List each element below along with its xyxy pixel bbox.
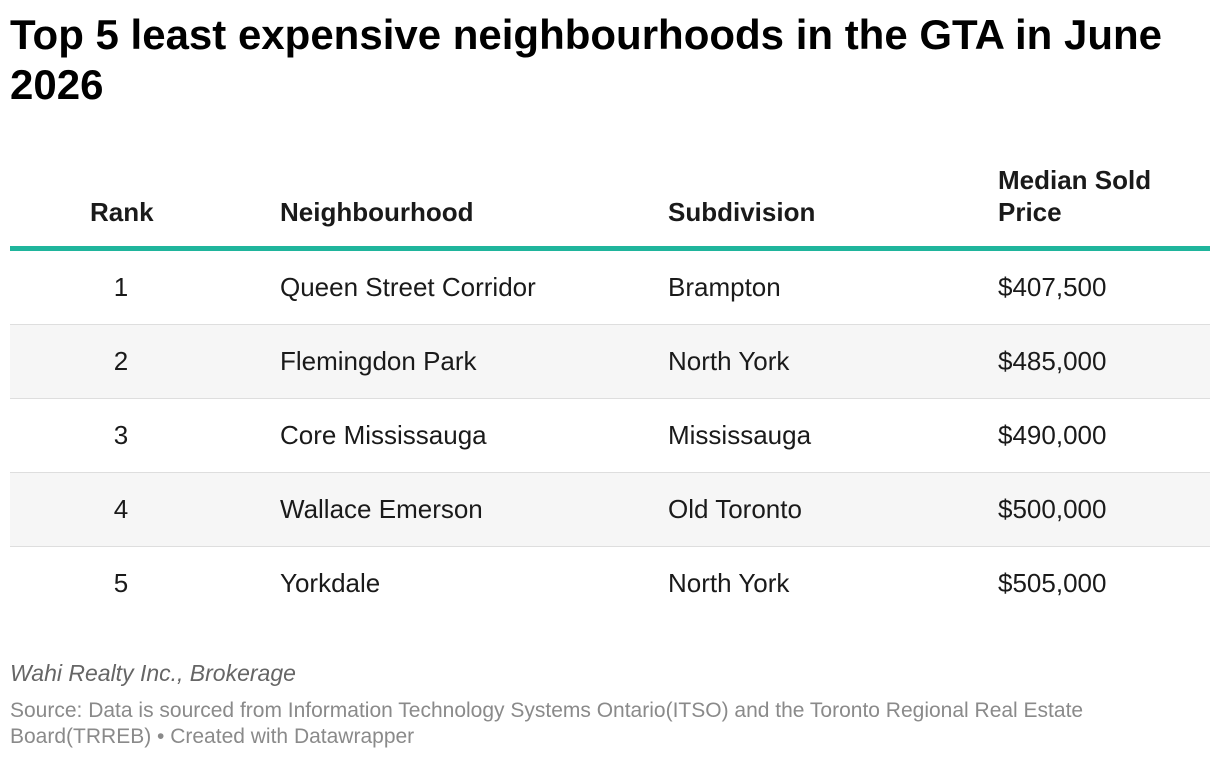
- cell-rank: 5: [113, 568, 129, 598]
- cell-rank: 4: [113, 494, 129, 524]
- cell-subdivision: Mississauga: [668, 420, 812, 450]
- column-header-median-sold-price[interactable]: Median Sold Price: [998, 165, 1152, 227]
- table-row: 3 Core Mississauga Mississauga $490,000: [10, 399, 1210, 473]
- byline: Wahi Realty Inc., Brokerage: [10, 660, 296, 686]
- cell-median-sold-price: $505,000: [998, 568, 1107, 598]
- table-header: Rank Neighbourhood Subdivision Median So…: [10, 160, 1210, 251]
- cell-median-sold-price: $490,000: [998, 420, 1107, 450]
- cell-rank: 3: [113, 420, 129, 450]
- table-row: 1 Queen Street Corridor Brampton $407,500: [10, 251, 1210, 325]
- cell-neighbourhood: Core Mississauga: [280, 420, 487, 450]
- cell-subdivision: Brampton: [668, 272, 781, 302]
- cell-subdivision: Old Toronto: [668, 494, 802, 524]
- cell-rank: 2: [113, 346, 129, 376]
- table-row: 2 Flemingdon Park North York $485,000: [10, 325, 1210, 399]
- source-note: Source: Data is sourced from Information…: [10, 699, 1084, 748]
- table-body: 1 Queen Street Corridor Brampton $407,500 2 F…: [10, 251, 1210, 620]
- cell-neighbourhood: Flemingdon Park: [280, 346, 477, 376]
- chart-title: Top 5 least expensive neighbourhoods in …: [10, 11, 1163, 108]
- column-header-subdivision[interactable]: Subdivision: [668, 197, 816, 227]
- column-header-rank[interactable]: Rank: [90, 197, 154, 227]
- cell-median-sold-price: $500,000: [998, 494, 1107, 524]
- table-row: 5 Yorkdale North York $505,000: [10, 547, 1210, 620]
- cell-subdivision: North York: [668, 568, 790, 598]
- column-header-neighbourhood[interactable]: Neighbourhood: [280, 197, 474, 227]
- cell-median-sold-price: $407,500: [998, 272, 1107, 302]
- cell-subdivision: North York: [668, 346, 790, 376]
- cell-neighbourhood: Wallace Emerson: [280, 494, 483, 524]
- table-row: 4 Wallace Emerson Old Toronto $500,000: [10, 473, 1210, 547]
- cell-neighbourhood: Queen Street Corridor: [280, 272, 536, 302]
- cell-neighbourhood: Yorkdale: [280, 568, 381, 598]
- cell-median-sold-price: $485,000: [998, 346, 1107, 376]
- cell-rank: 1: [113, 272, 129, 302]
- data-table: Rank Neighbourhood Subdivision Median So…: [10, 160, 1210, 620]
